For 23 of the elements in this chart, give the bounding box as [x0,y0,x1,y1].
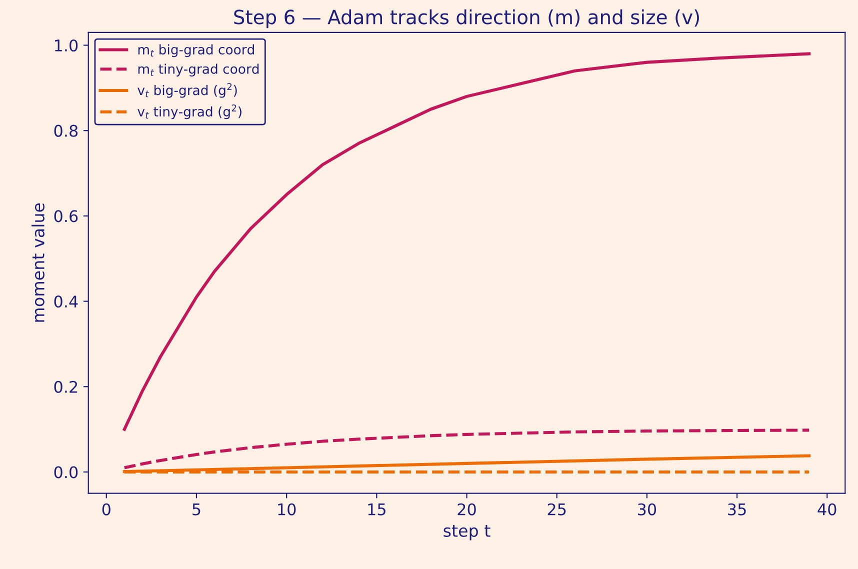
legend-label: v$_{t}$ tiny-grad (g$^{2}$) [138,104,242,120]
x-tick-label: 10 [278,503,296,516]
legend-label: m$_{t}$ big-grad coord [138,44,254,58]
x-tick-label: 15 [368,504,386,516]
line-series [122,428,811,470]
y-tick-label: 0.0 [54,466,78,478]
x-tick-label: 30 [638,503,656,516]
x-tick-label: 35 [728,503,746,516]
x-tick-label: 5 [192,504,200,516]
y-axis-title: moment value [32,203,44,322]
y-tick-label: 0.6 [54,210,78,222]
x-tick-label: 40 [818,503,836,516]
x-axis-title: step t [444,525,490,540]
x-tick-label: 0 [102,503,110,516]
x-tick-label: 25 [548,503,566,516]
y-tick-label: 0.2 [54,380,78,393]
y-tick-label: 1.0 [55,39,78,52]
x-tick-label: 20 [458,503,476,516]
chart-title: Step 6 — Adam tracks direction (m) and size (v) [234,9,699,28]
y-tick-label: 0.4 [54,296,78,308]
y-tick-label: 0.8 [54,124,78,137]
legend-label: v$_{t}$ big-grad (g$^{2}$) [138,83,237,98]
legend-label: m$_{t}$ tiny-grad coord [138,64,259,76]
